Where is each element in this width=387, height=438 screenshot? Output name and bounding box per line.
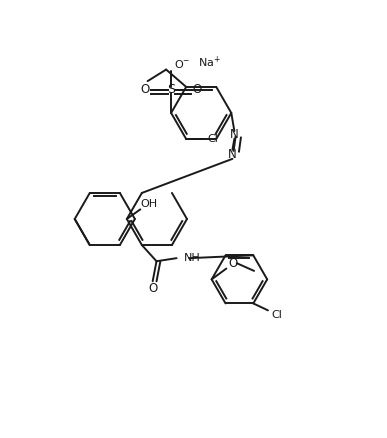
Text: O: O: [140, 83, 149, 96]
Text: O: O: [229, 257, 238, 270]
Text: O$^{-}$: O$^{-}$: [174, 58, 191, 70]
Text: O: O: [193, 83, 202, 96]
Text: S: S: [167, 83, 175, 96]
Text: Cl: Cl: [271, 310, 282, 320]
Text: OH: OH: [140, 199, 158, 209]
Text: N: N: [228, 148, 237, 161]
Text: O: O: [148, 282, 157, 295]
Text: Na$^{+}$: Na$^{+}$: [198, 54, 221, 70]
Text: NH: NH: [184, 253, 201, 263]
Text: Cl: Cl: [208, 134, 219, 144]
Text: N: N: [230, 127, 239, 141]
